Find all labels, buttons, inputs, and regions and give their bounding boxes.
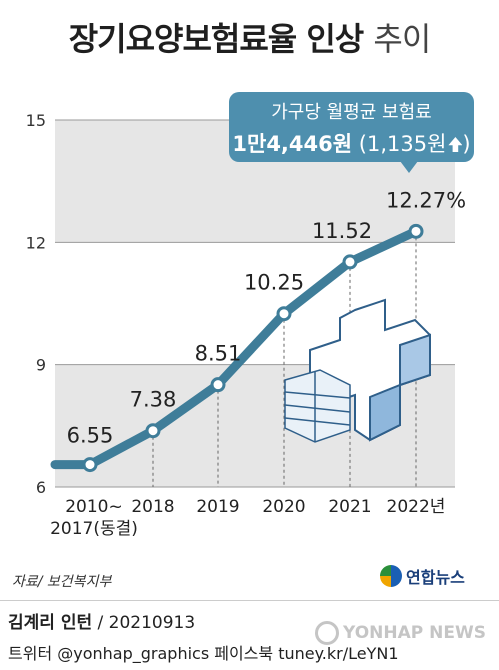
- credit-line: 김계리 인턴 / 20210913: [8, 608, 195, 633]
- callout-tail: [400, 161, 418, 173]
- x-tick-label-0-b: 2017(동결): [50, 519, 138, 539]
- callout-line1: 가구당 월평균 보험료: [271, 102, 432, 123]
- yonhap-logo-icon: [380, 565, 402, 587]
- data-point-2: [210, 377, 226, 393]
- source-text: 자료/ 보건복지부: [12, 574, 112, 590]
- callout-change: (1,135원: [358, 132, 447, 156]
- line-chart: 6912156.557.388.5110.2511.5212.27%2010~2…: [26, 111, 466, 539]
- y-tick-label-15: 15: [26, 111, 46, 130]
- y-tick-label-9: 9: [36, 356, 46, 375]
- x-tick-label-1: 2018: [131, 497, 174, 517]
- value-label-1: 7.38: [130, 388, 177, 412]
- logo-text: 연합뉴스: [406, 568, 465, 587]
- y-tick-label-6: 6: [36, 478, 46, 497]
- callout-box: 가구당 월평균 보험료 1만4,446원 (1,135원): [229, 92, 474, 162]
- value-label-2: 8.51: [195, 342, 242, 366]
- x-tick-label-5: 2022년: [387, 497, 446, 517]
- value-label-5: 12.27%: [386, 188, 466, 212]
- watermark: YONHAP NEWS: [315, 621, 486, 645]
- x-tick-label-3: 2020: [262, 497, 305, 517]
- x-tick-label-2: 2019: [196, 497, 239, 517]
- data-point-5: [408, 223, 424, 239]
- value-label-0: 6.55: [67, 424, 114, 448]
- yonhap-logo: 연합뉴스: [380, 563, 465, 589]
- author: 김계리 인턴: [8, 613, 93, 633]
- callout-amount: 1만4,446원: [232, 132, 353, 156]
- title-main: 장기요양보험료율 인상: [68, 20, 365, 58]
- date: / 20210913: [92, 613, 196, 633]
- x-tick-label-4: 2021: [328, 497, 371, 517]
- data-point-0: [82, 457, 98, 473]
- data-point-3: [276, 306, 292, 322]
- data-point-4: [342, 254, 358, 270]
- social-line: 트위터 @yonhap_graphics 페이스북 tuney.kr/LeYN1: [8, 644, 399, 663]
- callout-close-paren: ): [462, 132, 471, 156]
- value-label-3: 10.25: [244, 271, 304, 295]
- y-tick-label-12: 12: [26, 233, 46, 252]
- footer-divider: [0, 600, 499, 601]
- chart-title: 장기요양보험료율 인상 추이: [0, 14, 499, 60]
- x-tick-label-0: 2010~: [65, 497, 123, 517]
- value-label-4: 11.52: [312, 219, 372, 243]
- up-arrow-icon: [448, 137, 463, 152]
- watermark-text: YONHAP NEWS: [343, 623, 486, 643]
- callout-line2: 1만4,446원 (1,135원): [229, 128, 474, 158]
- insurance-cross-illustration: [284, 298, 431, 443]
- title-sub: 추이: [373, 20, 431, 58]
- data-point-1: [145, 423, 161, 439]
- watermark-icon: [315, 621, 339, 645]
